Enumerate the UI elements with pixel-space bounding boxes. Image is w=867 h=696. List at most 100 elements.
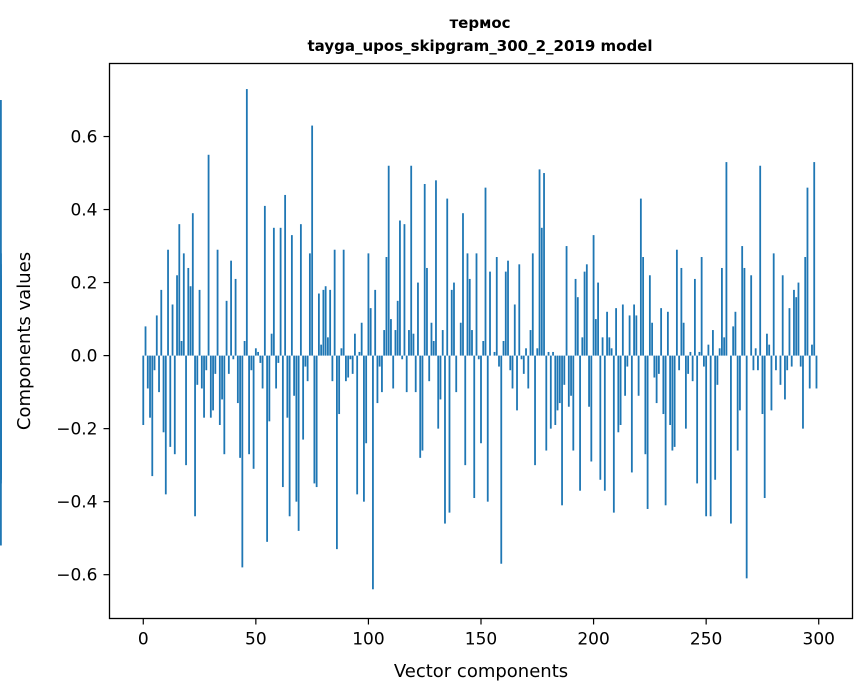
bar-84 bbox=[331, 355, 334, 382]
bar-59 bbox=[275, 355, 278, 389]
bar-179 bbox=[545, 355, 548, 451]
bar-213 bbox=[621, 304, 624, 356]
bar-89 bbox=[342, 249, 345, 356]
bar-248 bbox=[700, 257, 703, 356]
bar-232 bbox=[664, 355, 667, 506]
bar-132 bbox=[439, 355, 442, 400]
bar-85 bbox=[333, 249, 336, 356]
bar-257 bbox=[721, 267, 723, 356]
bar-210 bbox=[615, 308, 617, 356]
bar-22 bbox=[191, 213, 194, 356]
bar-73 bbox=[306, 355, 309, 382]
bar-233 bbox=[666, 311, 669, 356]
bar-220 bbox=[637, 355, 640, 396]
bar-58 bbox=[272, 227, 275, 356]
bar-162 bbox=[507, 260, 509, 356]
bar-99 bbox=[365, 355, 368, 444]
bar-168 bbox=[520, 355, 523, 360]
bar-41 bbox=[234, 278, 237, 356]
bar-141 bbox=[459, 322, 462, 356]
bar-136 bbox=[448, 355, 451, 513]
bar-170 bbox=[525, 348, 527, 356]
bar-294 bbox=[804, 257, 807, 356]
bar-123 bbox=[419, 355, 422, 458]
bar-298 bbox=[813, 162, 816, 356]
bar-268 bbox=[745, 355, 748, 579]
bar-26 bbox=[200, 355, 203, 389]
bar-290 bbox=[795, 297, 798, 356]
bar-36 bbox=[223, 355, 226, 455]
chart-subtitle: tayga_upos_skipgram_300_2_2019 model bbox=[308, 37, 653, 55]
bar-289 bbox=[793, 289, 795, 356]
bar-193 bbox=[576, 297, 579, 356]
bar-169 bbox=[522, 355, 525, 374]
bar-68 bbox=[295, 355, 298, 502]
bar-150 bbox=[480, 355, 482, 444]
x-tick-label: 150 bbox=[465, 630, 497, 650]
bar-161 bbox=[504, 271, 507, 356]
bar-96 bbox=[358, 351, 361, 356]
bar-52 bbox=[259, 355, 262, 363]
bar-174 bbox=[534, 355, 536, 466]
bar-362 bbox=[0, 355, 2, 473]
bar-246 bbox=[696, 355, 699, 484]
bar-50 bbox=[254, 348, 257, 356]
bar-267 bbox=[743, 267, 746, 356]
bar-75 bbox=[311, 125, 314, 356]
bar-105 bbox=[378, 355, 381, 367]
bar-113 bbox=[396, 300, 399, 356]
bar-126 bbox=[426, 267, 428, 356]
bar-234 bbox=[669, 355, 672, 425]
bar-279 bbox=[770, 355, 773, 411]
bar-125 bbox=[423, 183, 426, 356]
bar-145 bbox=[468, 278, 471, 356]
bar-173 bbox=[531, 253, 534, 356]
bar-33 bbox=[216, 249, 219, 356]
bar-237 bbox=[675, 249, 678, 356]
bar-19 bbox=[185, 355, 187, 466]
bar-288 bbox=[790, 355, 793, 367]
bar-171 bbox=[527, 355, 530, 389]
bar-8 bbox=[160, 289, 163, 356]
bar-165 bbox=[513, 304, 516, 356]
bar-30 bbox=[209, 355, 212, 418]
bar-134 bbox=[444, 355, 446, 524]
bar-24 bbox=[196, 355, 199, 385]
bar-224 bbox=[646, 355, 649, 509]
bar-250 bbox=[705, 355, 708, 517]
bar-71 bbox=[302, 355, 305, 440]
bar-79 bbox=[320, 344, 323, 356]
bar-109 bbox=[387, 165, 390, 356]
bar-154 bbox=[489, 271, 491, 356]
bar-37 bbox=[225, 300, 228, 356]
bar-32 bbox=[214, 355, 217, 374]
bar-149 bbox=[477, 355, 480, 360]
bar-361 bbox=[0, 100, 2, 356]
bar-258 bbox=[723, 337, 726, 356]
bar-129 bbox=[432, 341, 435, 356]
bar-247 bbox=[698, 351, 701, 356]
bar-266 bbox=[741, 246, 744, 356]
bar-172 bbox=[529, 330, 532, 356]
y-tick-label: 0.2 bbox=[70, 274, 97, 294]
bar-259 bbox=[725, 162, 728, 356]
bar-151 bbox=[482, 341, 485, 356]
y-tick-label: 0.4 bbox=[70, 201, 97, 221]
bar-238 bbox=[678, 355, 681, 371]
bar-255 bbox=[716, 355, 719, 385]
bar-261 bbox=[730, 355, 732, 524]
bar-215 bbox=[626, 355, 629, 367]
bar-7 bbox=[158, 355, 160, 393]
bar-63 bbox=[284, 194, 287, 356]
bar-56 bbox=[268, 355, 271, 422]
bar-285 bbox=[784, 355, 786, 400]
bar-243 bbox=[689, 351, 692, 356]
bar-189 bbox=[567, 355, 570, 407]
bar-297 bbox=[811, 344, 813, 356]
bar-10 bbox=[164, 355, 167, 495]
bar-86 bbox=[336, 355, 338, 550]
bar-190 bbox=[570, 355, 572, 396]
bar-218 bbox=[633, 304, 635, 356]
bar-119 bbox=[410, 165, 413, 356]
x-tick-label: 50 bbox=[245, 630, 267, 650]
